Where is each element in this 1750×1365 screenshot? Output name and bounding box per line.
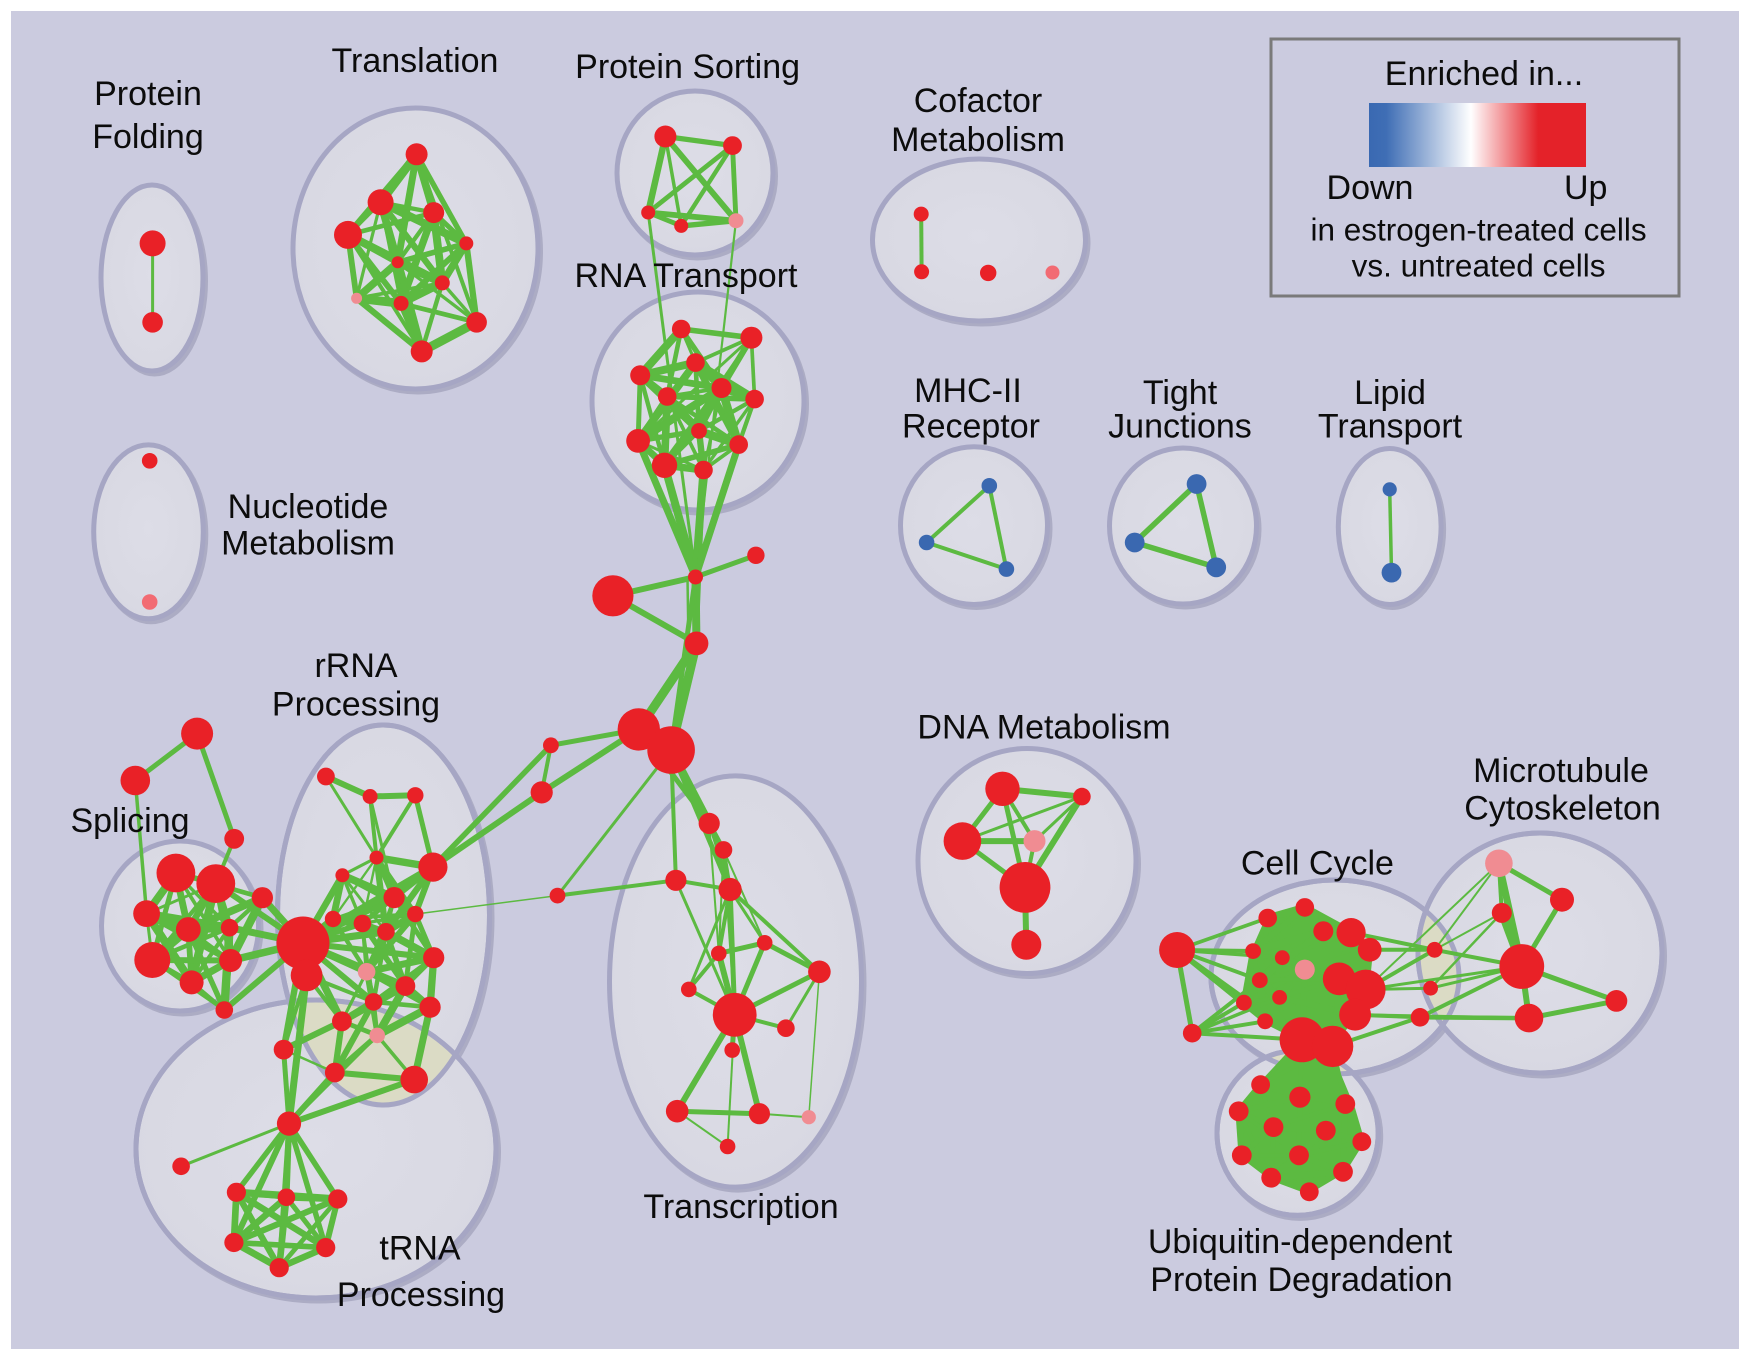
svg-text:Nucleotide: Nucleotide <box>228 488 389 526</box>
svg-text:Enriched in...: Enriched in... <box>1385 55 1583 93</box>
svg-text:Ubiquitin-dependent: Ubiquitin-dependent <box>1148 1223 1453 1261</box>
svg-text:Down: Down <box>1327 169 1414 207</box>
svg-text:Protein Degradation: Protein Degradation <box>1150 1261 1452 1299</box>
svg-text:Tight: Tight <box>1143 374 1218 412</box>
svg-text:DNA Metabolism: DNA Metabolism <box>917 708 1170 746</box>
svg-text:Translation: Translation <box>332 42 499 80</box>
svg-text:vs. untreated cells: vs. untreated cells <box>1352 247 1606 283</box>
svg-text:Microtubule: Microtubule <box>1473 752 1649 790</box>
svg-text:Splicing: Splicing <box>70 802 189 840</box>
svg-text:Cofactor: Cofactor <box>914 82 1043 120</box>
svg-text:Processing: Processing <box>272 686 440 724</box>
svg-text:Metabolism: Metabolism <box>221 525 395 563</box>
svg-text:Receptor: Receptor <box>902 408 1040 446</box>
svg-text:Transport: Transport <box>1318 408 1463 446</box>
svg-text:Processing: Processing <box>337 1276 505 1314</box>
svg-text:Up: Up <box>1564 169 1607 207</box>
svg-text:tRNA: tRNA <box>379 1230 461 1268</box>
svg-text:Folding: Folding <box>92 118 204 156</box>
svg-text:Protein: Protein <box>94 75 202 113</box>
svg-text:Metabolism: Metabolism <box>891 121 1065 159</box>
svg-text:Cytoskeleton: Cytoskeleton <box>1464 789 1661 827</box>
svg-text:Transcription: Transcription <box>643 1188 838 1226</box>
svg-text:RNA Transport: RNA Transport <box>575 257 799 295</box>
svg-text:Junctions: Junctions <box>1108 408 1252 446</box>
svg-text:Lipid: Lipid <box>1354 374 1426 412</box>
svg-text:in estrogen-treated cells: in estrogen-treated cells <box>1311 212 1647 248</box>
svg-text:rRNA: rRNA <box>314 647 397 685</box>
svg-text:Cell Cycle: Cell Cycle <box>1241 844 1394 882</box>
svg-text:MHC-II: MHC-II <box>914 372 1022 410</box>
svg-text:Protein Sorting: Protein Sorting <box>575 48 800 86</box>
